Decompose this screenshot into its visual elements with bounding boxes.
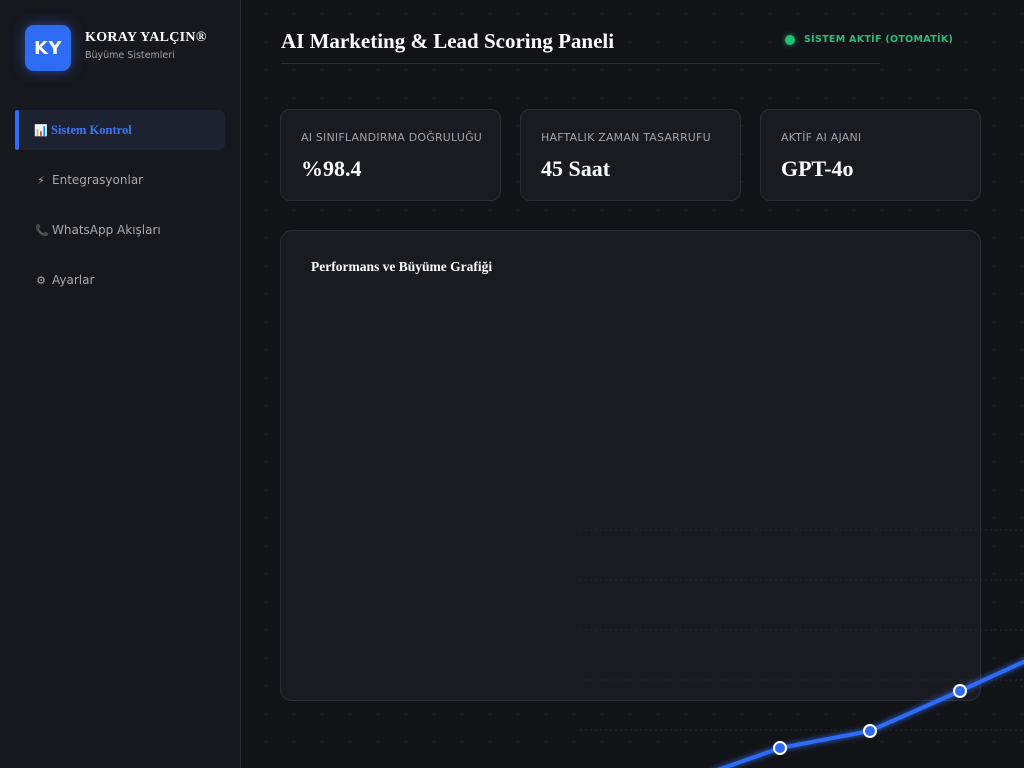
stat-value: %98.4 [301, 156, 362, 181]
stat-label: AKTİF AI AJANI [781, 131, 862, 144]
sidebar-item-label: Ayarlar [52, 273, 95, 287]
sidebar-item-sistem-kontrol[interactable]: 📊 Sistem Kontrol [15, 110, 225, 150]
chart-point [863, 724, 877, 738]
brand: KY KORAY YALÇIN® Büyüme Sistemleri [25, 25, 207, 71]
stat-card-active-agent: AKTİF AI AJANI GPT-4o [760, 109, 981, 201]
stat-label: HAFTALIK ZAMAN TASARRUFU [541, 131, 711, 144]
lightning-icon: ⚡ [37, 173, 45, 187]
status-dot-icon [785, 34, 795, 45]
bar-chart-icon: 📊 [34, 124, 48, 137]
stat-card-time-saved: HAFTALIK ZAMAN TASARRUFU 45 Saat [520, 109, 741, 201]
page-title: AI Marketing & Lead Scoring Paneli [281, 29, 615, 53]
sidebar-nav: 📊 Sistem Kontrol ⚡ Entegrasyonlar 📞 What… [15, 110, 225, 310]
brand-subtitle: Büyüme Sistemleri [85, 50, 175, 61]
sidebar-item-label: Sistem Kontrol [51, 122, 132, 137]
sidebar-item-label: Entegrasyonlar [52, 173, 144, 187]
brand-logo: KY [25, 25, 71, 71]
brand-name: KORAY YALÇIN® [85, 30, 207, 45]
stat-value: 45 Saat [541, 156, 611, 181]
sidebar-item-ayarlar[interactable]: ⚙ Ayarlar [15, 260, 225, 300]
stat-card-accuracy: AI SINIFLANDIRMA DOĞRULUĞU %98.4 [280, 109, 501, 201]
chart-point [773, 741, 787, 755]
status-text: SİSTEM AKTİF (OTOMATİK) [804, 34, 954, 45]
sidebar-item-entegrasyonlar[interactable]: ⚡ Entegrasyonlar [15, 160, 225, 200]
gear-icon: ⚙ [36, 273, 46, 287]
chart-panel: Performans ve Büyüme Grafiği [280, 230, 981, 701]
stat-label: AI SINIFLANDIRMA DOĞRULUĞU [301, 131, 483, 144]
header-divider [281, 63, 880, 64]
sidebar-item-label: WhatsApp Akışları [52, 223, 161, 237]
phone-icon: 📞 [35, 223, 49, 237]
stat-value: GPT-4o [781, 156, 854, 181]
status-badge: SİSTEM AKTİF (OTOMATİK) [785, 34, 953, 45]
chart-title: Performans ve Büyüme Grafiği [311, 259, 493, 274]
sidebar-item-whatsapp-akislari[interactable]: 📞 WhatsApp Akışları [15, 210, 225, 250]
sidebar: KY KORAY YALÇIN® Büyüme Sistemleri 📊 Sis… [0, 0, 241, 768]
